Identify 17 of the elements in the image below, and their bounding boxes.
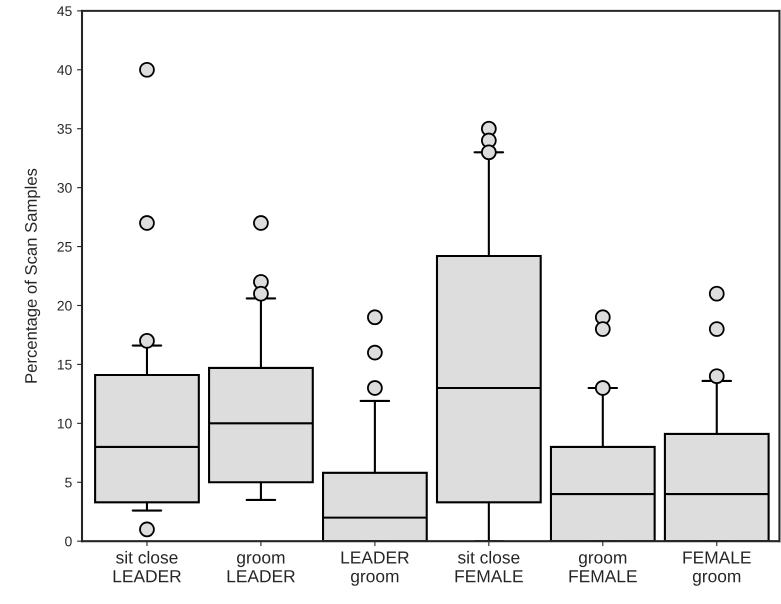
- y-tick-label: 35: [57, 124, 72, 134]
- y-tick-label: 10: [58, 418, 72, 429]
- x-tick-label: FEMALE groom: [683, 552, 751, 586]
- x-tick-label: LEADER groom: [342, 552, 409, 586]
- y-tick-label: 25: [58, 242, 72, 252]
- y-tick-label: 15: [58, 360, 72, 370]
- y-tick-label: 0: [65, 536, 72, 546]
- x-tick-label: sit close FEMALE: [456, 550, 523, 582]
- y-tick-label: 45: [57, 6, 72, 16]
- x-tick-label: sit close LEADER: [114, 550, 181, 582]
- y-tick-label: 5: [65, 478, 72, 488]
- y-tick-label: 40: [57, 65, 72, 75]
- y-axis-title: Percentage of Scan Samples: [24, 168, 40, 383]
- x-tick-label: groom FEMALE: [569, 554, 637, 582]
- y-tick-label: 30: [57, 182, 72, 193]
- x-tick-label: groom LEADER: [228, 554, 295, 582]
- y-tick-label: 20: [58, 300, 72, 311]
